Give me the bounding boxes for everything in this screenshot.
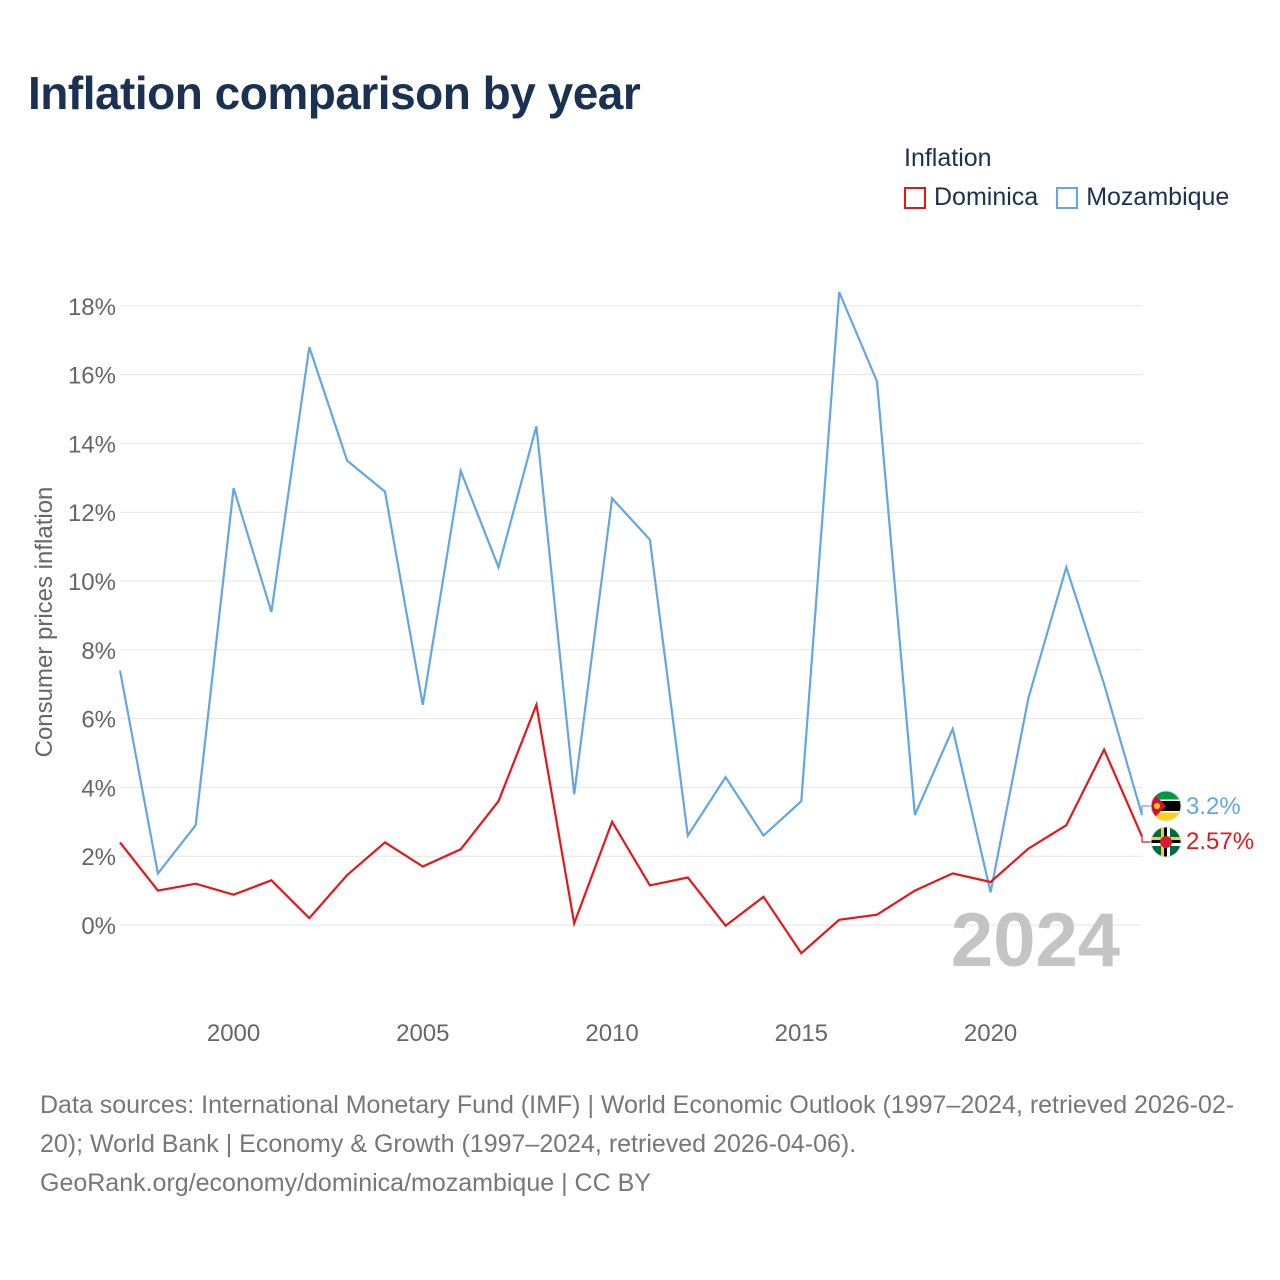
y-axis-label: Consumer prices inflation [31, 487, 58, 758]
y-tick-label: 16% [68, 363, 116, 390]
y-axis-ticks: 0% 2% 4% 6% 8% 10% 12% 14% 16% 18% [68, 294, 116, 940]
line-chart: 0%2%4%6%8%10%12%14%16%18% 2000 2005 2010 20… [31, 291, 1254, 1047]
dominica-end-label: 2.57% [1186, 828, 1254, 855]
y-tick-label: 12% [68, 500, 116, 527]
x-axis-ticks: 2000 2005 2010 2015 2020 [207, 1020, 1017, 1047]
series-line-dominica[interactable] [119, 700, 1144, 955]
y-tick-label: 8% [81, 638, 116, 665]
end-connector-mozambique [1141, 805, 1151, 815]
y-tick-label: 2% [81, 844, 116, 871]
dominica-flag-border [1150, 826, 1182, 858]
x-tick-label: 2010 [585, 1020, 638, 1047]
legend-item-dominica[interactable]: Dominica [904, 183, 1038, 212]
legend-title: Inflation [904, 144, 992, 172]
mozambique-end-label: 3.2% [1186, 793, 1241, 820]
y-tick-label: 14% [68, 431, 116, 458]
x-tick-label: 2000 [207, 1020, 260, 1047]
y-tick-label: 4% [81, 775, 116, 802]
x-tick-label: 2015 [775, 1020, 828, 1047]
year-watermark: 2024 [951, 898, 1120, 983]
series-lines [118, 291, 1151, 955]
end-connector-dominica [1141, 836, 1151, 843]
legend-label-dominica: Dominica [934, 183, 1039, 211]
source-link[interactable]: GeoRank.org/economy/dominica/mozambique … [40, 1169, 651, 1197]
y-tick-label: 10% [68, 569, 116, 596]
y-tick-label: 18% [68, 294, 116, 321]
chart-title: Inflation comparison by year [28, 67, 641, 119]
legend-swatch-mozambique [1056, 186, 1079, 209]
legend-swatch-dominica [904, 186, 926, 209]
series-line-mozambique[interactable] [118, 291, 1144, 893]
x-tick-label: 2005 [396, 1020, 449, 1047]
mozambique-flag-icon [1151, 791, 1181, 821]
source-text: Data sources: International Monetary Fun… [40, 1091, 1235, 1158]
y-tick-label: 0% [81, 913, 116, 940]
data-source-note: Data sources: International Monetary Fun… [40, 1086, 1255, 1203]
dominica-flag-icon [1151, 827, 1181, 857]
grid-lines [120, 305, 1142, 926]
legend-item-mozambique[interactable]: Mozambique [1056, 183, 1229, 212]
x-tick-label: 2020 [964, 1020, 1017, 1047]
y-tick-label: 6% [81, 707, 116, 734]
legend-label-mozambique: Mozambique [1086, 183, 1230, 211]
mozambique-flag-border [1150, 790, 1182, 822]
legend: Inflation Dominica Mozambique [904, 144, 1247, 212]
